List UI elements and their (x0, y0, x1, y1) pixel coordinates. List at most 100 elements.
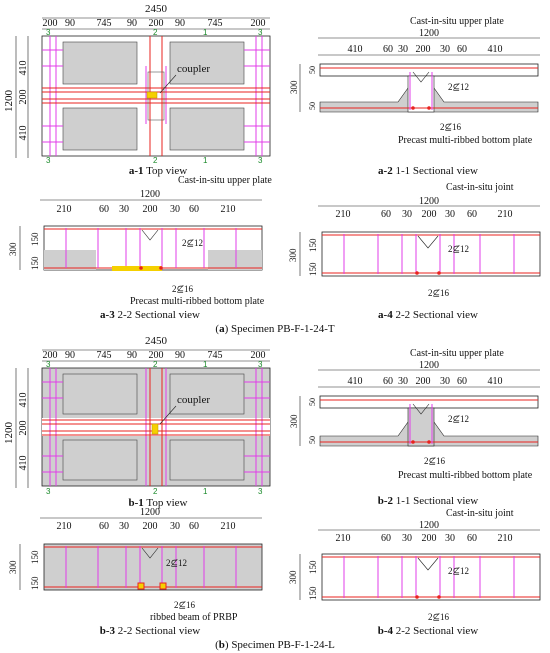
dim-left-2: 200 (18, 90, 29, 105)
bottom-plate-label-a3: Precast multi-ribbed bottom plate (130, 296, 265, 307)
upper-plate-label-a3: Cast-in-situ upper plate (178, 175, 272, 186)
section-mark-b1-4: 3 (258, 360, 263, 369)
overall-width-label-b1: 2450 (145, 335, 168, 347)
coupler-mark-b1 (151, 423, 159, 435)
panel-b2-section: Cast-in-situ upper plate 1200 410 60 30 … (289, 348, 540, 481)
dim-b1-8: 200 (251, 350, 266, 361)
bar-top-a3: 2⊈12 (182, 238, 203, 248)
depth-label-b2: 300 (289, 414, 299, 428)
panel-b4-section: Cast-in-situ joint 1200 210 60 30 200 30… (288, 508, 541, 622)
dim-a3-5: 30 (170, 204, 180, 215)
coupler-label: coupler (177, 63, 210, 75)
dim-b1-left-1: 410 (18, 393, 29, 408)
section-mark-b1-5: 3 (46, 487, 51, 496)
dim-left-3: 410 (18, 126, 29, 141)
half-depth-bottom-a3: 150 (30, 256, 40, 270)
dim-b3-5: 30 (170, 521, 180, 532)
dim-b3-2: 60 (99, 521, 109, 532)
dim-top-1: 200 (43, 18, 58, 29)
bottom-plate-label-b2: Precast multi-ribbed bottom plate (398, 470, 533, 481)
dim-a3-1: 210 (57, 204, 72, 215)
dim-a2-6: 60 (457, 44, 467, 55)
dim-a3-3: 30 (119, 204, 129, 215)
dim-a2-7: 410 (488, 44, 503, 55)
overall-width-label: 2450 (145, 3, 168, 15)
joint-label-a4: Cast-in-situ joint (446, 182, 514, 193)
width-label-b3: 1200 (140, 507, 160, 518)
flange-bottom-b2: 50 (308, 436, 317, 444)
dim-b1-7: 745 (208, 350, 223, 361)
dim-b3-6: 60 (189, 521, 199, 532)
coupler-label-b1: coupler (177, 394, 210, 406)
section-mark-2-top: 2 (153, 28, 158, 37)
section-mark-b1-8: 3 (258, 487, 263, 496)
dim-top-8: 200 (251, 18, 266, 29)
dim-a4-7: 210 (498, 209, 513, 220)
dim-b1-2: 90 (65, 350, 75, 361)
section-mark-3-top-right: 3 (258, 28, 263, 37)
dim-top-5: 200 (149, 18, 164, 29)
bar-bottom-a3: 2⊈16 (172, 284, 194, 294)
panel-a1-top-view: 2450 200 90 745 90 200 90 745 200 1200 4… (3, 3, 271, 165)
bar-top-b2: 2⊈12 (448, 414, 469, 424)
dim-left-1: 410 (18, 61, 29, 76)
half-depth-top-a3: 150 (30, 232, 40, 246)
bar-bottom-b2: 2⊈16 (424, 456, 446, 466)
half-depth-top-b3: 150 (30, 550, 40, 564)
dim-b4-6: 60 (467, 533, 477, 544)
dim-b3-1: 210 (57, 521, 72, 532)
half-depth-bottom-a4: 150 (308, 262, 318, 276)
panel-a2-section: Cast-in-situ upper plate 1200 410 60 30 … (289, 16, 540, 146)
bar-bottom-b4: 2⊈16 (428, 612, 450, 622)
bottom-plate-label-a2: Precast multi-ribbed bottom plate (398, 135, 533, 146)
dim-a3-4: 200 (143, 204, 158, 215)
section-mark-3-bottom-right: 3 (258, 156, 263, 165)
overall-height-label: 1200 (3, 90, 15, 113)
dim-a2-5: 30 (440, 44, 450, 55)
bar-top-b4: 2⊈12 (448, 566, 469, 576)
dim-a4-6: 60 (467, 209, 477, 220)
dim-b4-2: 60 (381, 533, 391, 544)
width-label-a2: 1200 (419, 28, 439, 39)
dim-b2-4: 200 (416, 376, 431, 387)
dim-a2-3: 30 (398, 44, 408, 55)
dim-a4-2: 60 (381, 209, 391, 220)
dim-b2-1: 410 (348, 376, 363, 387)
section-mark-b1-3: 1 (203, 360, 208, 369)
dim-b2-6: 60 (457, 376, 467, 387)
dim-a2-1: 410 (348, 44, 363, 55)
dim-b2-3: 30 (398, 376, 408, 387)
section-mark-1-bottom: 1 (203, 156, 208, 165)
dim-b1-3: 745 (97, 350, 112, 361)
caption-a: (a) Specimen PB-F-1-24-T (215, 323, 334, 335)
dim-b1-5: 200 (149, 350, 164, 361)
dim-b3-4: 200 (143, 521, 158, 532)
dim-b1-left-2: 200 (18, 421, 29, 436)
width-label-b4: 1200 (419, 520, 439, 531)
dim-a3-7: 210 (221, 204, 236, 215)
bar-top-a2: 2⊈12 (448, 82, 469, 92)
depth-label-b3: 300 (8, 560, 18, 574)
panel-b3-section: 1200 210 60 30 200 30 60 210 300 150 150… (8, 507, 263, 623)
panel-b1-top-view: 2450 200 90 745 90 200 90 745 200 1200 4… (3, 335, 271, 496)
dim-top-4: 90 (127, 18, 137, 29)
dim-b1-6: 90 (175, 350, 185, 361)
dim-top-7: 745 (208, 18, 223, 29)
dim-a4-1: 210 (336, 209, 351, 220)
depth-label-a3: 300 (8, 242, 18, 256)
bar-bottom-a2: 2⊈16 (440, 122, 462, 132)
width-label-a3: 1200 (140, 189, 160, 200)
dim-b2-2: 60 (383, 376, 393, 387)
dim-b4-5: 30 (445, 533, 455, 544)
caption-a2: a-2 1-1 Sectional view (378, 165, 478, 177)
panel-a4-section: Cast-in-situ joint 1200 210 60 30 200 30… (288, 182, 541, 298)
depth-label-a2: 300 (289, 80, 299, 94)
caption-b2: b-2 1-1 Sectional view (378, 495, 479, 507)
dim-b1-4: 90 (127, 350, 137, 361)
section-mark-2-bottom: 2 (153, 156, 158, 165)
dim-a3-2: 60 (99, 204, 109, 215)
coupler-mark-a3 (112, 266, 162, 271)
dim-a3-6: 60 (189, 204, 199, 215)
half-depth-top-a4: 150 (308, 238, 318, 252)
dim-b2-5: 30 (440, 376, 450, 387)
